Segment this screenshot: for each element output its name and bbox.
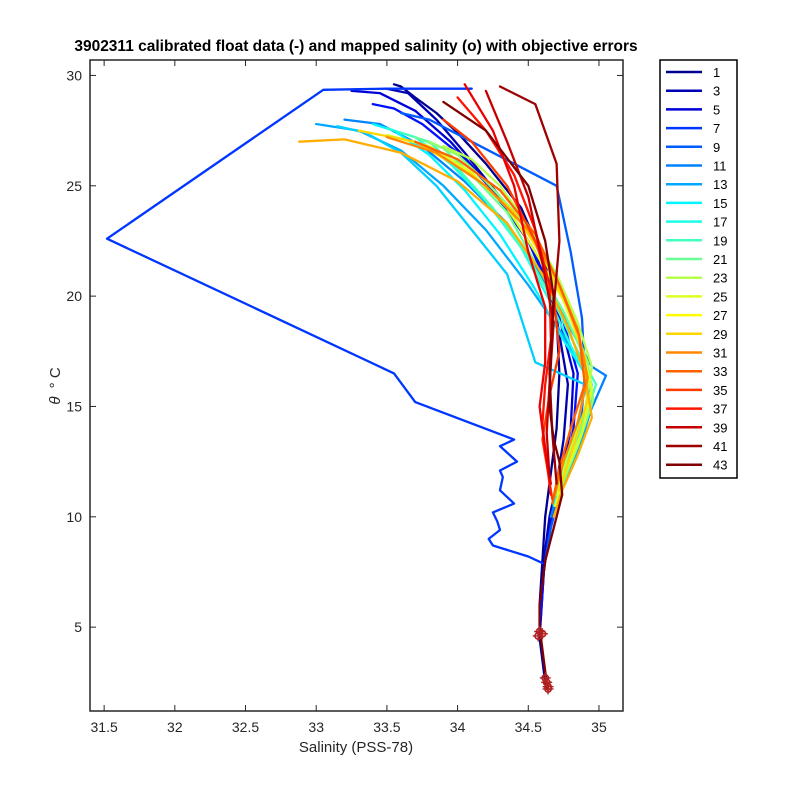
legend-entry-11: 11 bbox=[666, 159, 727, 174]
legend-label: 35 bbox=[713, 383, 727, 398]
legend-label: 33 bbox=[713, 364, 727, 379]
legend-label: 11 bbox=[713, 159, 727, 174]
y-axis-label: θ ° C bbox=[47, 367, 64, 404]
y-tick-label: 10 bbox=[66, 509, 82, 525]
x-tick-label: 34.5 bbox=[515, 719, 542, 735]
legend-label: 37 bbox=[713, 402, 727, 417]
legend-label: 23 bbox=[713, 271, 727, 286]
legend-entry-1: 1 bbox=[666, 65, 720, 80]
legend-label: 21 bbox=[713, 252, 727, 267]
y-axis-label-unit: ° C bbox=[47, 367, 64, 388]
y-tick-label: 20 bbox=[66, 288, 82, 304]
legend-entry-9: 9 bbox=[666, 140, 720, 155]
legend-label: 5 bbox=[713, 102, 720, 117]
legend-entry-37: 37 bbox=[666, 402, 727, 417]
plot-area bbox=[90, 60, 623, 711]
series-line-24 bbox=[484, 89, 555, 479]
mapped-salinity-markers bbox=[532, 626, 554, 695]
svg-text:θ ° C: θ ° C bbox=[47, 367, 64, 404]
legend-label: 31 bbox=[713, 346, 727, 361]
legend-entry-27: 27 bbox=[666, 308, 727, 323]
series-line-5 bbox=[105, 87, 544, 565]
plot-frame bbox=[89, 59, 624, 712]
series-line-20 bbox=[414, 140, 586, 505]
legend-label: 27 bbox=[713, 308, 727, 323]
legend-label: 1 bbox=[713, 65, 720, 80]
legend-entry-21: 21 bbox=[666, 252, 727, 267]
legend-entry-29: 29 bbox=[666, 327, 727, 342]
series-line-26 bbox=[442, 100, 564, 691]
mapped-point-7 bbox=[542, 683, 554, 695]
legend-entry-35: 35 bbox=[666, 383, 727, 398]
y-tick-label: 15 bbox=[66, 398, 82, 414]
series-group bbox=[105, 83, 608, 691]
legend-entry-5: 5 bbox=[666, 102, 720, 117]
y-tick-label: 30 bbox=[66, 67, 82, 83]
legend-label: 19 bbox=[713, 233, 727, 248]
x-axis-ticks: 31.5 32 32.5 33 33.5 34 34.5 35 bbox=[91, 60, 607, 735]
x-axis-label: Salinity (PSS-78) bbox=[299, 739, 413, 756]
legend-label: 29 bbox=[713, 327, 727, 342]
legend-label: 43 bbox=[713, 458, 727, 473]
legend-label: 7 bbox=[713, 121, 720, 136]
legend-label: 9 bbox=[713, 140, 720, 155]
x-tick-label: 33.5 bbox=[373, 719, 400, 735]
legend-entry-15: 15 bbox=[666, 196, 727, 211]
mapped-point-3 bbox=[536, 628, 548, 640]
x-tick-label: 32.5 bbox=[232, 719, 259, 735]
legend-entry-19: 19 bbox=[666, 233, 727, 248]
x-tick-label: 34 bbox=[450, 719, 466, 735]
legend-label: 13 bbox=[713, 177, 727, 192]
legend-entry-33: 33 bbox=[666, 364, 727, 379]
legend-entry-7: 7 bbox=[666, 121, 720, 136]
y-axis-label-symbol: θ bbox=[47, 397, 64, 405]
y-axis-ticks: 5 10 15 20 25 30 bbox=[66, 67, 623, 635]
legend-label: 41 bbox=[713, 439, 727, 454]
y-tick-label: 25 bbox=[66, 178, 82, 194]
x-tick-label: 35 bbox=[591, 719, 607, 735]
series-line-15 bbox=[442, 144, 594, 496]
x-tick-label: 33 bbox=[308, 719, 324, 735]
legend-entry-31: 31 bbox=[666, 346, 727, 361]
x-tick-label: 32 bbox=[167, 719, 183, 735]
legend-entry-23: 23 bbox=[666, 271, 727, 286]
legend-entry-3: 3 bbox=[666, 84, 720, 99]
mapped-point-4 bbox=[539, 672, 551, 684]
legend-entry-41: 41 bbox=[666, 439, 727, 454]
legend-entry-43: 43 bbox=[666, 458, 727, 473]
legend-label: 17 bbox=[713, 215, 727, 230]
legend-label: 25 bbox=[713, 289, 727, 304]
x-tick-label: 31.5 bbox=[91, 719, 118, 735]
legend-entry-25: 25 bbox=[666, 289, 727, 304]
chart-title: 3902311 calibrated float data (-) and ma… bbox=[74, 38, 637, 55]
legend-entry-13: 13 bbox=[666, 177, 727, 192]
legend-entry-39: 39 bbox=[666, 420, 727, 435]
legend-label: 15 bbox=[713, 196, 727, 211]
legend-entry-17: 17 bbox=[666, 215, 727, 230]
y-tick-label: 5 bbox=[74, 619, 82, 635]
legend-label: 3 bbox=[713, 84, 720, 99]
legend-label: 39 bbox=[713, 420, 727, 435]
